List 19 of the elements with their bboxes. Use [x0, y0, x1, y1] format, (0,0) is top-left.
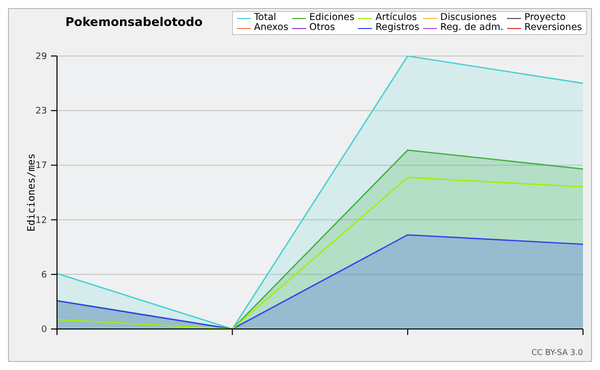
chart-title: Pokemonsabelotodo — [64, 15, 204, 29]
y-tick-label: 0 — [41, 325, 48, 335]
legend-label: Anexos — [254, 22, 288, 33]
y-tick-label: 29 — [36, 52, 48, 62]
legend-label: Discusiones — [440, 12, 497, 23]
legend-label: Proyecto — [524, 12, 566, 23]
legend-label: Reversiones — [524, 22, 582, 33]
legend-label: Ediciones — [309, 12, 354, 23]
text: CC BY-SA 3.0 — [531, 348, 583, 357]
y-tick-label: 17 — [36, 161, 47, 172]
legend-label: Total — [254, 12, 276, 23]
legend-label: Artículos — [375, 12, 417, 23]
legend-label: Otros — [309, 22, 335, 33]
y-tick-label: 12 — [36, 216, 47, 226]
y-tick-label: 23 — [36, 106, 47, 117]
y-tick-label: 6 — [41, 270, 48, 280]
y-axis-title: Ediciones/mes — [26, 153, 38, 232]
legend-label: Reg. de adm. — [440, 22, 504, 33]
legend-label: Registros — [375, 22, 420, 33]
